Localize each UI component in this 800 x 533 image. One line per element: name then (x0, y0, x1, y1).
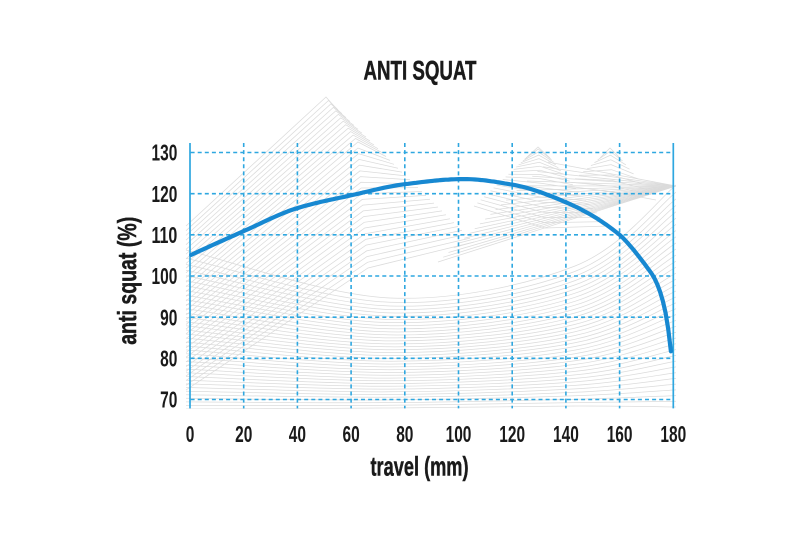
svg-text:120: 120 (152, 181, 178, 207)
svg-text:80: 80 (160, 345, 177, 371)
svg-text:40: 40 (289, 421, 306, 447)
svg-text:180: 180 (660, 421, 686, 447)
svg-text:140: 140 (553, 421, 579, 447)
svg-text:60: 60 (343, 421, 360, 447)
svg-text:130: 130 (152, 140, 178, 166)
svg-text:100: 100 (152, 263, 178, 289)
svg-text:20: 20 (235, 421, 252, 447)
svg-text:80: 80 (396, 421, 413, 447)
svg-text:160: 160 (607, 421, 633, 447)
svg-text:0: 0 (186, 421, 195, 447)
svg-text:travel (mm): travel (mm) (371, 452, 469, 482)
svg-text:120: 120 (499, 421, 525, 447)
svg-text:100: 100 (446, 421, 472, 447)
svg-text:ANTI SQUAT: ANTI SQUAT (364, 56, 477, 86)
svg-text:anti squat (%): anti squat (%) (112, 217, 142, 345)
svg-text:70: 70 (160, 387, 177, 413)
svg-text:110: 110 (152, 222, 178, 248)
svg-text:90: 90 (160, 304, 177, 330)
